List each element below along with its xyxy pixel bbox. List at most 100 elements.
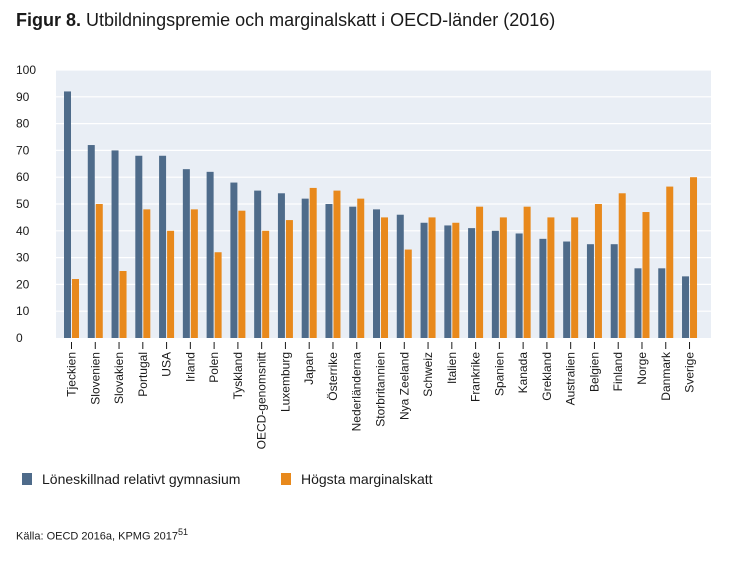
bar-marginalskatt-24 [642, 212, 650, 338]
x-tick-label-26: Sverige [683, 352, 697, 393]
bar-loneskillnad-11 [325, 204, 333, 338]
bar-loneskillnad-4 [159, 155, 167, 338]
bar-marginalskatt-1 [95, 204, 103, 338]
bar-loneskillnad-3 [135, 155, 143, 338]
bar-marginalskatt-5 [190, 209, 198, 338]
legend-item-series2: Högsta marginalskatt [281, 471, 433, 487]
source-footnote: 51 [178, 527, 189, 537]
bar-marginalskatt-11 [333, 190, 341, 338]
y-tick-label-70: 70 [16, 143, 30, 157]
bar-loneskillnad-2 [111, 150, 119, 338]
figure-label: Figur 8. [16, 10, 82, 30]
x-tick-label-15: Schweiz [421, 352, 435, 397]
bar-marginalskatt-22 [594, 204, 602, 338]
bar-loneskillnad-0 [64, 91, 71, 338]
bar-loneskillnad-18 [491, 230, 499, 338]
x-tick-label-7: Tyskland [231, 352, 245, 399]
bars [64, 91, 698, 338]
bar-marginalskatt-7 [238, 210, 246, 338]
bar-marginalskatt-23 [618, 193, 626, 338]
bar-marginalskatt-12 [357, 198, 365, 338]
bar-marginalskatt-13 [381, 217, 389, 338]
bar-chart: 0 10 20 30 40 50 60 70 80 90 100 Tjeckien Slovenien… [16, 63, 711, 449]
bar-marginalskatt-20 [547, 217, 555, 338]
bar-loneskillnad-22 [586, 244, 594, 338]
x-tick-label-25: Danmark [659, 351, 673, 401]
legend-item-series1: Löneskillnad relativt gymnasium [22, 471, 240, 487]
bar-marginalskatt-9 [285, 220, 293, 338]
bar-marginalskatt-19 [523, 206, 531, 338]
legend: Löneskillnad relativt gymnasium Högsta m… [0, 471, 740, 491]
bar-loneskillnad-14 [396, 214, 404, 338]
y-axis-ticks: 0 10 20 30 40 50 60 70 80 90 100 [16, 63, 36, 345]
bar-loneskillnad-6 [206, 171, 214, 338]
x-tick-label-23: Finland [611, 352, 625, 391]
source-note: Källa: OECD 2016a, KPMG 201751 [16, 527, 188, 543]
x-tick-label-16: Italien [445, 352, 459, 384]
bar-marginalskatt-21 [571, 217, 579, 338]
x-tick-label-4: USA [160, 352, 174, 377]
bar-loneskillnad-1 [87, 145, 95, 338]
y-tick-label-40: 40 [16, 224, 30, 238]
x-tick-label-9: Luxemburg [278, 352, 292, 412]
x-tick-label-24: Norge [635, 352, 649, 385]
figure-title: Figur 8. Utbildningspremie och marginals… [16, 10, 555, 31]
bar-loneskillnad-12 [349, 206, 357, 338]
x-tick-label-5: Irland [183, 352, 197, 382]
bar-marginalskatt-16 [452, 222, 460, 338]
bar-loneskillnad-24 [634, 268, 642, 338]
bar-loneskillnad-23 [610, 244, 618, 338]
bar-marginalskatt-14 [404, 249, 412, 338]
x-tick-label-13: Storbritannien [374, 352, 388, 427]
bar-loneskillnad-17 [468, 228, 476, 338]
legend-label-series1: Löneskillnad relativt gymnasium [42, 471, 241, 487]
y-tick-label-10: 10 [16, 304, 30, 318]
x-tick-label-3: Portugal [136, 352, 150, 397]
bar-loneskillnad-8 [254, 190, 262, 338]
source-text: Källa: OECD 2016a, KPMG 2017 [16, 530, 179, 543]
x-tick-label-18: Spanien [492, 352, 506, 396]
bar-loneskillnad-26 [682, 276, 690, 338]
y-tick-label-100: 100 [16, 63, 36, 77]
bar-loneskillnad-13 [373, 209, 381, 338]
x-axis-ticks: Tjeckien Slovenien Slovakien Portugal USA Irl… [65, 342, 697, 449]
bar-loneskillnad-15 [420, 222, 428, 338]
legend-label-series2: Högsta marginalskatt [301, 471, 433, 487]
y-tick-label-80: 80 [16, 117, 30, 131]
x-tick-label-22: Belgien [587, 352, 601, 392]
x-tick-label-6: Polen [207, 352, 221, 383]
y-tick-label-30: 30 [16, 251, 30, 265]
bar-loneskillnad-5 [182, 169, 190, 338]
bar-marginalskatt-25 [666, 186, 674, 338]
bar-marginalskatt-3 [143, 209, 151, 338]
legend-swatch-series1 [22, 473, 32, 485]
figure-title-text: Utbildningspremie och marginalskatt i OE… [86, 10, 556, 30]
bar-loneskillnad-25 [658, 268, 666, 338]
x-tick-label-11: Österrike [326, 352, 340, 401]
bar-loneskillnad-19 [515, 233, 523, 338]
y-tick-label-60: 60 [16, 170, 30, 184]
y-tick-label-20: 20 [16, 277, 30, 291]
bar-loneskillnad-21 [563, 241, 571, 338]
bar-marginalskatt-2 [119, 271, 127, 338]
y-tick-label-0: 0 [16, 331, 23, 345]
x-tick-label-12: Nederländerna [350, 352, 364, 432]
x-tick-label-0: Tjeckien [65, 352, 79, 397]
bar-marginalskatt-0 [72, 279, 79, 338]
bar-marginalskatt-15 [428, 217, 436, 338]
x-tick-label-19: Kanada [516, 352, 530, 394]
bar-loneskillnad-9 [277, 193, 285, 338]
x-tick-label-10: Japan [302, 352, 316, 385]
y-tick-label-90: 90 [16, 90, 30, 104]
bar-loneskillnad-20 [539, 238, 547, 338]
bar-marginalskatt-4 [167, 230, 175, 338]
bar-marginalskatt-6 [214, 252, 222, 338]
x-tick-label-8: OECD-genomsnitt [255, 351, 269, 449]
x-tick-label-1: Slovenien [88, 352, 102, 405]
x-tick-label-20: Grekland [540, 352, 554, 401]
y-tick-label-50: 50 [16, 197, 30, 211]
x-tick-label-21: Australien [564, 352, 578, 405]
x-tick-label-14: Nya Zeeland [397, 352, 411, 420]
x-tick-label-17: Frankrike [469, 352, 483, 402]
bar-loneskillnad-7 [230, 182, 238, 338]
